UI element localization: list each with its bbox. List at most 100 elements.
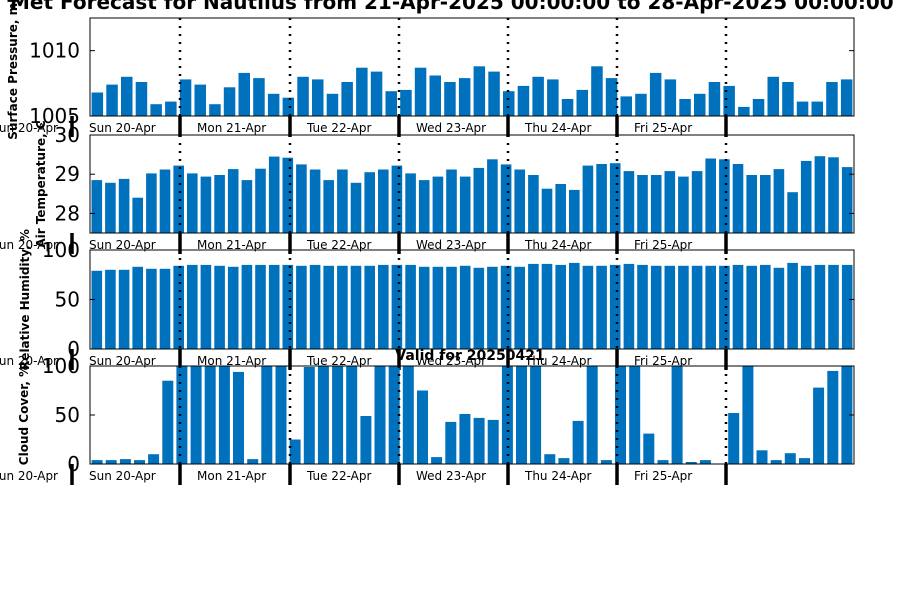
cloud-cover-bar	[119, 459, 131, 464]
air-temperature-bar	[282, 157, 294, 233]
x-tick-label: Thu 24-Apr	[524, 238, 592, 252]
air-temperature-bar	[637, 175, 648, 233]
air-temperature-bar	[200, 176, 212, 233]
cloud-cover-bar	[190, 366, 202, 464]
cloud-cover-bar	[643, 433, 655, 464]
relative-humidity-bar	[582, 265, 594, 349]
air-temperature-bar	[446, 169, 457, 233]
air-temperature-bar	[241, 180, 253, 233]
air-temperature-bar	[800, 160, 812, 233]
cloud-cover-bar	[261, 366, 273, 464]
surface-pressure-bar	[620, 96, 632, 116]
surface-pressure-bar	[370, 71, 383, 116]
cloud-cover-bar	[303, 367, 315, 464]
relative-humidity-bar	[187, 264, 198, 349]
relative-humidity-bar	[118, 269, 130, 349]
relative-humidity-bar	[664, 265, 676, 349]
surface-pressure-axes-box	[89, 17, 855, 117]
air-temperature-axes-box	[89, 134, 855, 234]
x-tick-label: Mon 21-Apr	[197, 354, 266, 368]
cloud-cover-bar	[317, 366, 329, 464]
air-temperature-ylabel: Air Temperature, C	[34, 120, 48, 248]
air-temperature-bar	[732, 164, 744, 233]
x-tick-label: Sun 20-Apr	[0, 354, 58, 368]
relative-humidity-bar	[159, 268, 171, 349]
air-temperature-bar	[337, 169, 348, 233]
relative-humidity-bar	[146, 268, 157, 349]
surface-pressure-bar	[429, 75, 441, 116]
cloud-cover-bar	[417, 390, 428, 464]
air-temperature-bar	[609, 163, 621, 233]
surface-pressure-bar	[179, 79, 192, 116]
surface-pressure-bar	[444, 82, 456, 116]
air-temperature-bar	[105, 182, 116, 233]
relative-humidity-bar	[282, 264, 294, 349]
relative-humidity-bar	[173, 265, 184, 349]
air-temperature-bar	[760, 175, 771, 233]
x-tick-label: Wed 23-Apr	[416, 469, 486, 483]
surface-pressure-bar	[238, 72, 250, 116]
cloud-cover-bar	[105, 460, 117, 464]
air-temperature-bar	[364, 172, 375, 233]
relative-humidity-bar	[323, 265, 334, 349]
air-temperature-bar	[255, 168, 266, 233]
cloud-cover-bar	[784, 453, 796, 464]
surface-pressure-bar	[150, 104, 162, 116]
cloud-cover-bar	[756, 450, 768, 464]
surface-pressure-bar	[635, 93, 647, 116]
relative-humidity-bar	[418, 266, 430, 349]
air-temperature-bar	[173, 165, 184, 233]
surface-pressure-bar	[267, 93, 280, 116]
relative-humidity-bar	[828, 264, 839, 349]
relative-humidity-tick-label: 50	[55, 288, 80, 312]
surface-pressure-bar	[547, 79, 559, 116]
cloud-cover-bar	[657, 460, 669, 464]
cloud-cover-bar	[445, 421, 457, 464]
x-tick-label: Fri 25-Apr	[634, 469, 692, 483]
cloud-cover-bar	[473, 417, 485, 464]
relative-humidity-bar	[555, 264, 566, 349]
air-temperature-bar	[664, 171, 676, 233]
air-temperature-bar	[582, 165, 594, 233]
relative-humidity-bar	[487, 266, 498, 349]
surface-pressure-bar	[312, 79, 324, 116]
cloud-cover-bar	[728, 413, 740, 464]
air-temperature-bar	[473, 167, 485, 233]
air-temperature-bar	[378, 169, 389, 233]
air-temperature-bar	[691, 171, 703, 233]
surface-pressure-bar	[356, 67, 368, 116]
relative-humidity-bar	[596, 265, 607, 349]
relative-humidity-bar	[719, 265, 730, 349]
figure-title: Met Forecast for Nautilus from 21-Apr-20…	[10, 0, 894, 14]
cloud-cover-bar	[544, 454, 556, 464]
surface-pressure-bar	[400, 89, 412, 116]
cloud-cover-bar	[374, 366, 386, 464]
cloud-cover-tick-label: 50	[55, 403, 80, 427]
cloud-cover-bar	[671, 366, 683, 464]
air-temperature-bar	[146, 173, 157, 233]
cloud-cover-bar	[91, 460, 103, 464]
cloud-cover-bar	[615, 366, 626, 464]
surface-pressure-bar	[679, 99, 691, 116]
surface-pressure-bar	[121, 76, 133, 116]
surface-pressure-bar	[517, 85, 530, 116]
relative-humidity-bar	[623, 263, 635, 349]
relative-humidity-bar	[841, 264, 853, 349]
x-tick-label: Fri 25-Apr	[634, 121, 692, 135]
cloud-cover-bar	[841, 366, 853, 464]
relative-humidity-bar	[391, 264, 403, 349]
cloud-cover-bar	[218, 366, 230, 464]
x-tick-label: Mon 21-Apr	[197, 469, 266, 483]
air-temperature-bar	[719, 159, 730, 233]
air-temperature-bar	[746, 175, 757, 233]
relative-humidity-bar	[705, 265, 716, 349]
relative-humidity-tick-label: 100	[42, 238, 80, 262]
surface-pressure-bar	[649, 72, 662, 116]
relative-humidity-bar	[405, 264, 416, 349]
relative-humidity-bar	[760, 264, 771, 349]
cloud-cover-bar	[558, 458, 570, 464]
air-temperature-bar	[528, 175, 539, 233]
